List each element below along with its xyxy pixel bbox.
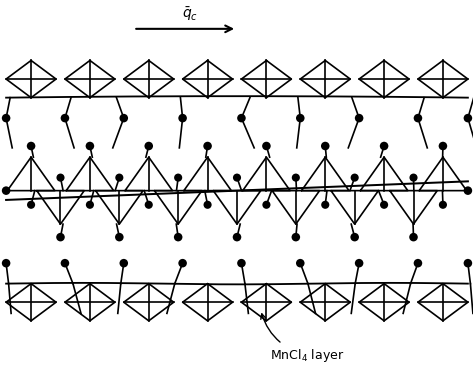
Point — [57, 175, 64, 181]
Point — [27, 143, 35, 149]
Text: MnCl$_4$ layer: MnCl$_4$ layer — [261, 314, 344, 364]
Point — [296, 115, 304, 121]
Point — [86, 143, 94, 149]
Point — [410, 234, 417, 240]
Point — [321, 202, 329, 208]
Point — [120, 115, 128, 121]
Point — [351, 234, 358, 240]
Point — [321, 143, 329, 149]
Point — [292, 234, 300, 240]
Point — [356, 115, 363, 121]
Point — [410, 175, 417, 181]
Point — [263, 143, 270, 149]
Point — [292, 175, 300, 181]
Point — [204, 143, 211, 149]
Point — [116, 234, 123, 240]
Point — [351, 175, 358, 181]
Point — [464, 115, 472, 121]
Point — [439, 202, 447, 208]
Point — [356, 260, 363, 266]
Point — [174, 175, 182, 181]
Point — [120, 260, 128, 266]
Point — [179, 115, 186, 121]
Point — [174, 234, 182, 240]
Point — [296, 260, 304, 266]
Point — [2, 260, 10, 266]
Point — [414, 115, 422, 121]
Point — [116, 175, 123, 181]
Point — [57, 234, 64, 240]
Point — [439, 143, 447, 149]
Point — [2, 187, 10, 194]
Point — [464, 260, 472, 266]
Point — [380, 143, 388, 149]
Point — [145, 143, 153, 149]
Point — [233, 175, 241, 181]
Point — [237, 115, 245, 121]
Point — [380, 202, 388, 208]
Text: $\bar{q}_c$: $\bar{q}_c$ — [182, 5, 198, 23]
Point — [61, 260, 69, 266]
Point — [86, 202, 94, 208]
Point — [2, 115, 10, 121]
Point — [145, 202, 153, 208]
Point — [464, 187, 472, 194]
Point — [263, 202, 270, 208]
Point — [414, 260, 422, 266]
Point — [27, 202, 35, 208]
Point — [233, 234, 241, 240]
Point — [61, 115, 69, 121]
Point — [204, 202, 211, 208]
Point — [237, 260, 245, 266]
Point — [179, 260, 186, 266]
